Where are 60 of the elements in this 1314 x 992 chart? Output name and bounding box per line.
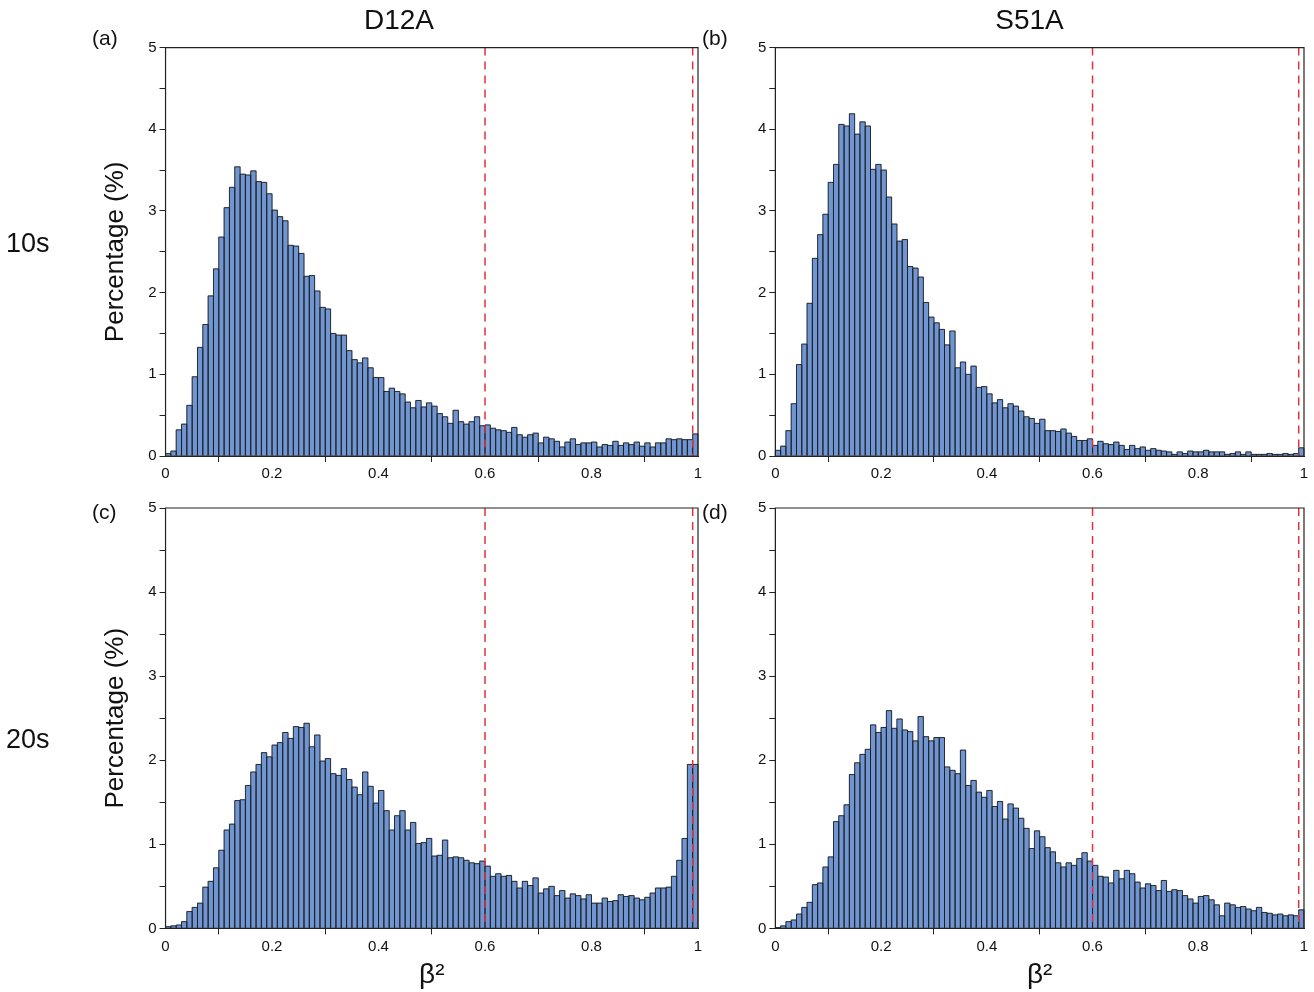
- y-tick-label: 0: [758, 918, 767, 936]
- x-axis-title: β²: [1026, 957, 1053, 989]
- text: 20s: [6, 724, 50, 755]
- chart-title: D12A: [363, 3, 435, 35]
- y-tick-label: 1: [758, 364, 767, 382]
- y-tick-label: 3: [758, 666, 767, 684]
- x-tick-label: 0.2: [870, 936, 892, 954]
- x-tick-label: 0.2: [261, 936, 283, 954]
- y-tick-label: 4: [758, 119, 767, 137]
- x-tick-label: 0.6: [1082, 464, 1103, 482]
- y-tick-label: 2: [148, 282, 157, 300]
- x-tick-label: 0.6: [474, 464, 496, 482]
- x-tick-label: 1: [693, 936, 703, 954]
- x-tick-label: 0: [161, 936, 170, 954]
- text: (a): [92, 26, 118, 50]
- y-tick-label: 0: [148, 918, 157, 936]
- x-tick-label: 0.8: [1187, 464, 1209, 482]
- x-tick-label: 0.2: [870, 464, 892, 482]
- y-tick-label: 3: [148, 666, 157, 684]
- x-tick-label: 0.8: [581, 464, 602, 482]
- text: 10s: [6, 228, 50, 259]
- y-tick-label: 4: [148, 582, 157, 600]
- y-axis-title: Percentage (%): [98, 161, 129, 343]
- y-tick-label: 2: [148, 750, 157, 768]
- y-tick-label: 3: [148, 201, 157, 219]
- x-tick-label: 0.8: [1187, 936, 1209, 954]
- x-tick-label: 0.6: [1082, 936, 1103, 954]
- x-tick-label: 0: [771, 464, 780, 482]
- y-tick-label: 5: [758, 498, 767, 516]
- x-tick-label: 0.8: [581, 936, 602, 954]
- x-tick-label: 0: [161, 464, 170, 482]
- x-tick-label: 0.4: [976, 936, 998, 954]
- x-tick-label: 0.4: [368, 464, 389, 482]
- x-tick-label: 1: [1299, 464, 1309, 482]
- x-tick-label: 0.2: [261, 464, 283, 482]
- x-tick-label: 1: [1299, 936, 1309, 954]
- x-axis-title: β²: [419, 957, 445, 989]
- y-tick-label: 1: [148, 834, 157, 852]
- x-tick-label: 1: [693, 464, 703, 482]
- y-tick-label: 5: [148, 498, 157, 516]
- y-tick-label: 0: [148, 446, 157, 464]
- text: (b): [702, 26, 728, 50]
- y-axis-title: Percentage (%): [98, 627, 129, 809]
- y-tick-label: 2: [758, 282, 767, 300]
- y-tick-label: 4: [758, 582, 767, 600]
- y-tick-label: 2: [758, 750, 767, 768]
- x-tick-label: 0.4: [976, 464, 998, 482]
- y-tick-label: 0: [758, 446, 767, 464]
- y-tick-label: 5: [148, 37, 157, 55]
- y-tick-label: 5: [758, 37, 767, 55]
- x-tick-label: 0.4: [368, 936, 389, 954]
- x-tick-label: 0: [771, 936, 780, 954]
- y-tick-label: 3: [758, 201, 767, 219]
- text: (c): [92, 500, 117, 524]
- y-tick-label: 1: [758, 834, 767, 852]
- text: (d): [702, 500, 728, 524]
- y-tick-label: 4: [148, 119, 157, 137]
- y-tick-label: 1: [148, 364, 157, 382]
- x-tick-label: 0.6: [474, 936, 496, 954]
- chart-title: S51A: [995, 3, 1065, 35]
